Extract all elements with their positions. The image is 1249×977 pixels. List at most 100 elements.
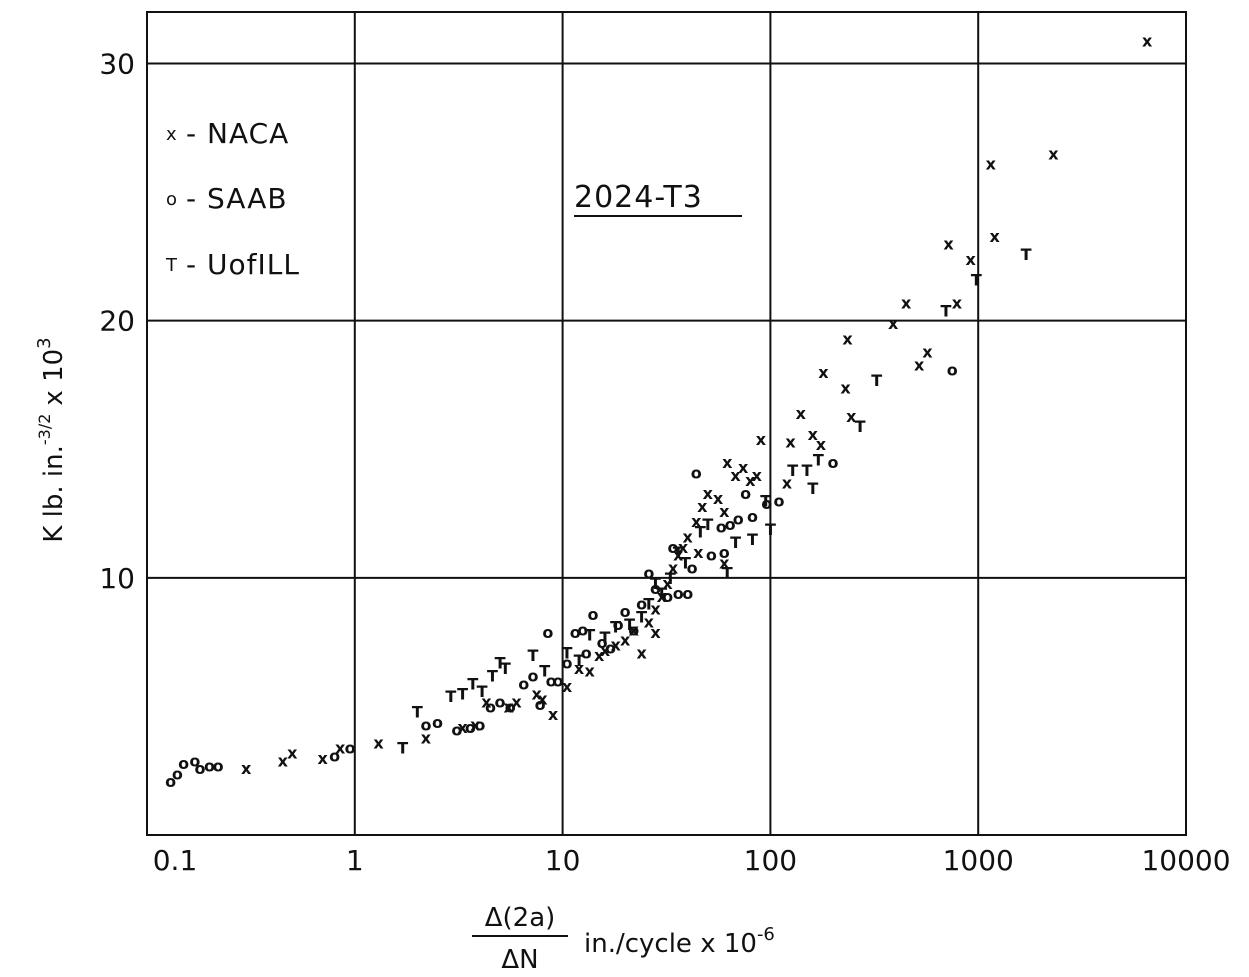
data-point-saab: o [474, 715, 485, 734]
data-point-naca: x [683, 528, 694, 547]
x-label-numerator: Δ(2a) [485, 903, 556, 933]
x-label-units: in./cycle x 10-6 [584, 924, 775, 959]
data-point-naca: x [531, 685, 542, 704]
data-point-saab: o [570, 623, 581, 642]
data-point-uofill: T [500, 659, 511, 678]
data-point-naca: x [901, 294, 912, 313]
legend-label-naca: - NACA [186, 117, 289, 150]
data-point-saab: o [485, 697, 496, 716]
data-point-naca: x [697, 497, 708, 516]
data-point-saab: o [719, 543, 730, 562]
data-point-naca: x [574, 659, 585, 678]
data-point-naca: x [703, 484, 714, 503]
x-tick-label: 0.1 [153, 844, 198, 877]
data-point-saab: o [535, 695, 546, 714]
y-axis-label-main: K lb. in. [39, 445, 69, 543]
data-point-saab: o [947, 360, 958, 379]
legend: x - NACA o - SAAB T - UofILL [165, 117, 300, 281]
legend-label-uofill: - UofILL [186, 248, 300, 281]
data-point-naca: x [594, 646, 605, 665]
data-point-naca: x [785, 433, 796, 452]
data-point-uofill: T [610, 618, 621, 637]
material-annotation: 2024-T3 [574, 180, 703, 215]
data-point-uofill: T [941, 301, 952, 320]
data-point-uofill: T [702, 515, 713, 534]
data-point-saab: o [546, 672, 557, 691]
data-point-naca: x [722, 453, 733, 472]
data-point-uofill: T [802, 461, 813, 480]
y-axis-label: K lb. in.-3/2 x 103 [34, 337, 69, 542]
data-point-uofill: T [495, 654, 506, 673]
data-point-naca: x [796, 404, 807, 423]
data-point-uofill: T [643, 595, 654, 614]
data-point-saab: o [542, 623, 553, 642]
data-point-saab: o [668, 538, 679, 557]
data-point-uofill: T [971, 270, 982, 289]
data-point-uofill: T [747, 530, 758, 549]
x-label-units-exp: -6 [757, 924, 775, 945]
data-point-saab: o [691, 463, 702, 482]
data-point-naca: x [548, 705, 559, 724]
data-point-naca: x [421, 728, 432, 747]
data-point-naca: x [470, 715, 481, 734]
data-point-saab: o [662, 587, 673, 606]
data-point-naca: x [840, 378, 851, 397]
data-point-saab: o [495, 692, 506, 711]
data-point-naca: x [818, 363, 829, 382]
data-point-naca: x [888, 314, 899, 333]
data-point-saab: o [706, 546, 717, 565]
data-point-saab: o [577, 620, 588, 639]
data-point-saab: o [827, 453, 838, 472]
data-point-uofill: T [650, 574, 661, 593]
data-point-naca: x [808, 425, 819, 444]
data-point-uofill: T [722, 564, 733, 583]
data-point-saab: o [204, 757, 215, 776]
data-point-saab: o [505, 697, 516, 716]
data-point-saab: o [189, 751, 200, 770]
legend-symbol-naca: x [166, 124, 177, 145]
data-point-saab: o [451, 721, 462, 740]
y-tick-label: 10 [99, 562, 135, 595]
data-point-naca: x [562, 677, 573, 696]
data-point-saab: o [420, 715, 431, 734]
data-point-uofill: T [562, 643, 573, 662]
grid-lines [147, 12, 1186, 835]
data-point-naca: x [636, 643, 647, 662]
data-point-saab: o [165, 772, 176, 791]
data-point-naca: x [673, 546, 684, 565]
data-point-naca: x [335, 739, 346, 758]
data-point-uofill: T [487, 667, 498, 686]
data-point-saab: o [581, 643, 592, 662]
data-point-uofill: T [624, 615, 635, 634]
data-point-saab: o [605, 638, 616, 657]
data-point-naca: x [914, 355, 925, 374]
data-point-naca: x [600, 641, 611, 660]
data-point-uofill: T [539, 661, 550, 680]
x-label-denominator: ΔN [501, 945, 538, 975]
data-point-saab: o [620, 602, 631, 621]
data-point-uofill: T [813, 451, 824, 470]
y-axis-label-mult: x 10 [39, 349, 69, 406]
data-point-saab: o [636, 595, 647, 614]
data-point-naca: x [629, 620, 640, 639]
data-point-uofill: T [584, 625, 595, 644]
data-point-naca: x [730, 466, 741, 485]
data-point-saab: o [682, 584, 693, 603]
data-point-uofill: T [680, 553, 691, 572]
data-point-saab: o [774, 492, 785, 511]
data-point-naca: x [1142, 31, 1153, 50]
data-point-naca: x [846, 407, 857, 426]
data-point-saab: o [725, 515, 736, 534]
data-point-naca: x [650, 623, 661, 642]
data-point-uofill: T [871, 371, 882, 390]
data-point-uofill: T [787, 461, 798, 480]
legend-symbol-saab: o [166, 189, 177, 210]
data-point-saab: o [673, 584, 684, 603]
data-point-saab: o [687, 559, 698, 578]
data-point-saab: o [527, 667, 538, 686]
data-point-naca: x [481, 692, 492, 711]
x-tick-label: 10000 [1141, 844, 1230, 877]
data-point-naca: x [678, 538, 689, 557]
data-point-uofill: T [527, 646, 538, 665]
legend-label-saab: - SAAB [186, 182, 288, 215]
